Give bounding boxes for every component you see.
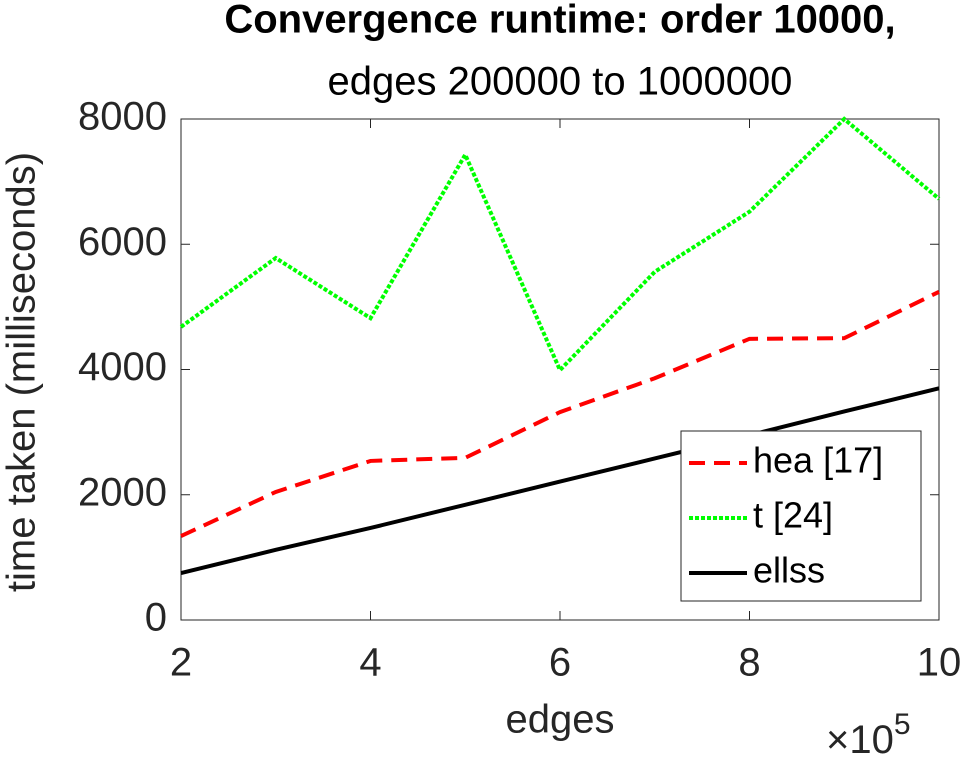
x-tick-label: 10 — [917, 641, 962, 685]
legend-label: ellss — [753, 550, 825, 591]
x-scale-label: ×105 — [826, 708, 911, 757]
x-tick-label: 8 — [738, 641, 760, 685]
x-scale-exponent: 5 — [894, 708, 911, 741]
chart-subtitle: edges 200000 to 1000000 — [328, 60, 793, 104]
x-tick-label: 6 — [549, 641, 571, 685]
y-tick-label: 6000 — [78, 220, 167, 264]
x-scale-base: ×10 — [826, 718, 894, 757]
data-line — [180, 386, 940, 575]
x-tick-label: 4 — [359, 641, 381, 685]
x-axis-label: edges — [506, 698, 615, 742]
plot-frame — [180, 118, 940, 621]
data-line — [179, 116, 941, 374]
y-tick-label: 2000 — [78, 470, 167, 514]
legend: hea [17] t [24] ellss — [680, 430, 922, 602]
data-line — [180, 290, 940, 538]
chart-title: Convergence runtime: order 10000, — [224, 0, 895, 42]
x-tick-label: 2 — [170, 641, 192, 685]
y-axis-label: time taken (milliseconds) — [0, 152, 44, 592]
legend-label: t [24] — [753, 495, 833, 536]
y-tick-label: 8000 — [78, 95, 167, 139]
y-tick-label: 4000 — [78, 345, 167, 389]
legend-label: hea [17] — [753, 440, 883, 481]
y-tick-label: 0 — [145, 596, 167, 640]
